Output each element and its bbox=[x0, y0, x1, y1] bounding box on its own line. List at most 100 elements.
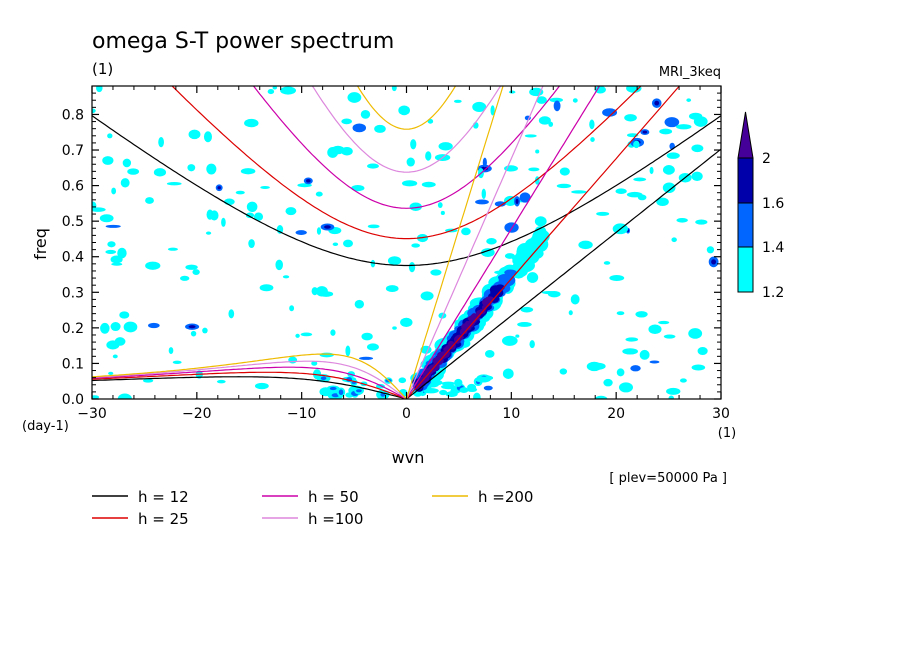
noise-patch bbox=[300, 332, 313, 337]
y-tick-labels: 0.0 0.1 0.2 0.3 0.4 0.5 0.6 0.7 0.8 bbox=[62, 107, 84, 408]
noise-patch bbox=[228, 309, 235, 319]
noise-patch bbox=[102, 156, 114, 165]
noise-patch bbox=[425, 151, 432, 161]
noise-patch bbox=[630, 365, 641, 372]
noise-patch bbox=[659, 128, 673, 135]
noise-patch bbox=[92, 207, 106, 212]
noise-patch bbox=[411, 243, 420, 248]
colorbar-segment bbox=[737, 157, 754, 204]
noise-patch bbox=[166, 182, 182, 186]
noise-patch bbox=[361, 332, 373, 341]
noise-patch bbox=[559, 167, 570, 176]
noise-patch bbox=[401, 180, 418, 187]
noise-core bbox=[217, 186, 221, 190]
noise-patch bbox=[662, 182, 676, 193]
noise-patch bbox=[332, 242, 339, 247]
legend-label: h =100 bbox=[308, 510, 363, 528]
y-tick-label: 0.7 bbox=[62, 143, 84, 159]
noise-core bbox=[324, 225, 331, 229]
noise-patch bbox=[502, 335, 518, 346]
noise-patch bbox=[482, 157, 487, 168]
noise-patch bbox=[633, 177, 647, 182]
noise-patch bbox=[145, 197, 154, 204]
noise-patch bbox=[111, 187, 117, 195]
noise-patch bbox=[92, 395, 100, 399]
noise-patch bbox=[221, 217, 226, 227]
noise-patch bbox=[409, 202, 422, 212]
noise-patch bbox=[658, 320, 670, 325]
colorbar-arrow bbox=[737, 111, 754, 159]
noise-patch bbox=[596, 211, 610, 216]
colorbar-label: 1.4 bbox=[762, 240, 784, 256]
noise-patch bbox=[272, 86, 278, 90]
noise-patch bbox=[374, 124, 386, 133]
noise-patch bbox=[260, 185, 270, 189]
noise-patch bbox=[148, 322, 160, 329]
noise-patch bbox=[216, 379, 226, 384]
legend-label: h = 25 bbox=[138, 510, 189, 528]
noise-patch bbox=[686, 98, 692, 102]
noise-patch bbox=[570, 294, 580, 305]
noise-patch bbox=[295, 230, 307, 236]
x-tick-label: −20 bbox=[182, 406, 212, 422]
y-tick-label: 0.4 bbox=[62, 250, 84, 266]
x-tick-labels: −30 −20 −10 0 10 20 30 bbox=[77, 406, 730, 422]
noise-patch bbox=[472, 101, 487, 112]
legend-label: h = 50 bbox=[308, 488, 359, 506]
x-tick-label: 10 bbox=[502, 406, 520, 422]
noise-patch bbox=[410, 139, 417, 150]
noise-patch bbox=[663, 334, 676, 339]
lowfreq-patch bbox=[439, 389, 448, 396]
noise-patch bbox=[107, 241, 116, 248]
noise-patch bbox=[618, 382, 633, 393]
noise-patch bbox=[359, 356, 374, 360]
noise-patch bbox=[153, 168, 167, 177]
noise-patch bbox=[666, 152, 680, 159]
noise-patch bbox=[360, 109, 371, 119]
noise-patch bbox=[490, 105, 495, 116]
noise-patch bbox=[112, 354, 118, 359]
noise-patch bbox=[626, 191, 643, 198]
noise-patch bbox=[453, 99, 462, 103]
noise-patch bbox=[485, 349, 495, 358]
noise-patch bbox=[187, 164, 196, 172]
kelvin-inner bbox=[490, 287, 497, 297]
noise-patch bbox=[105, 224, 121, 228]
noise-patch bbox=[473, 392, 481, 399]
noise-patch bbox=[123, 321, 138, 333]
noise-patch bbox=[203, 131, 212, 143]
noise-patch bbox=[603, 261, 611, 265]
rossby-curve-h12 bbox=[92, 376, 407, 399]
noise-patch bbox=[649, 360, 660, 364]
noise-patch bbox=[311, 287, 319, 296]
noise-patch bbox=[656, 197, 669, 207]
noise-patch bbox=[248, 239, 255, 249]
noise-patch bbox=[315, 191, 323, 197]
y-tick-label: 0.5 bbox=[62, 214, 84, 230]
gravity-curve-h25 bbox=[171, 86, 642, 240]
x-tick-label: 20 bbox=[607, 406, 625, 422]
legend-label: h =200 bbox=[478, 488, 533, 506]
lowfreq-core bbox=[329, 386, 337, 391]
noise-patch bbox=[679, 378, 687, 383]
noise-patch bbox=[282, 275, 290, 279]
x-unit-label: (1) bbox=[718, 426, 736, 441]
y-axis-label: freq bbox=[31, 228, 50, 260]
noise-patch bbox=[111, 262, 123, 266]
noise-patch bbox=[529, 340, 535, 349]
noise-patch bbox=[108, 371, 114, 375]
noise-patch bbox=[406, 157, 415, 167]
noise-patch bbox=[502, 368, 514, 379]
noise-patch bbox=[691, 144, 704, 153]
unit-label: (1) bbox=[92, 60, 113, 78]
lowfreq-patch bbox=[466, 387, 478, 393]
noise-patch bbox=[245, 212, 255, 219]
noise-patch bbox=[341, 118, 353, 125]
noise-patch bbox=[311, 360, 318, 366]
x-tick-label: −10 bbox=[287, 406, 317, 422]
noise-patch bbox=[119, 311, 130, 319]
noise-patch bbox=[649, 166, 654, 175]
noise-patch bbox=[430, 269, 442, 276]
noise-patch bbox=[691, 171, 703, 182]
y-tick-label: 0.1 bbox=[62, 356, 84, 372]
